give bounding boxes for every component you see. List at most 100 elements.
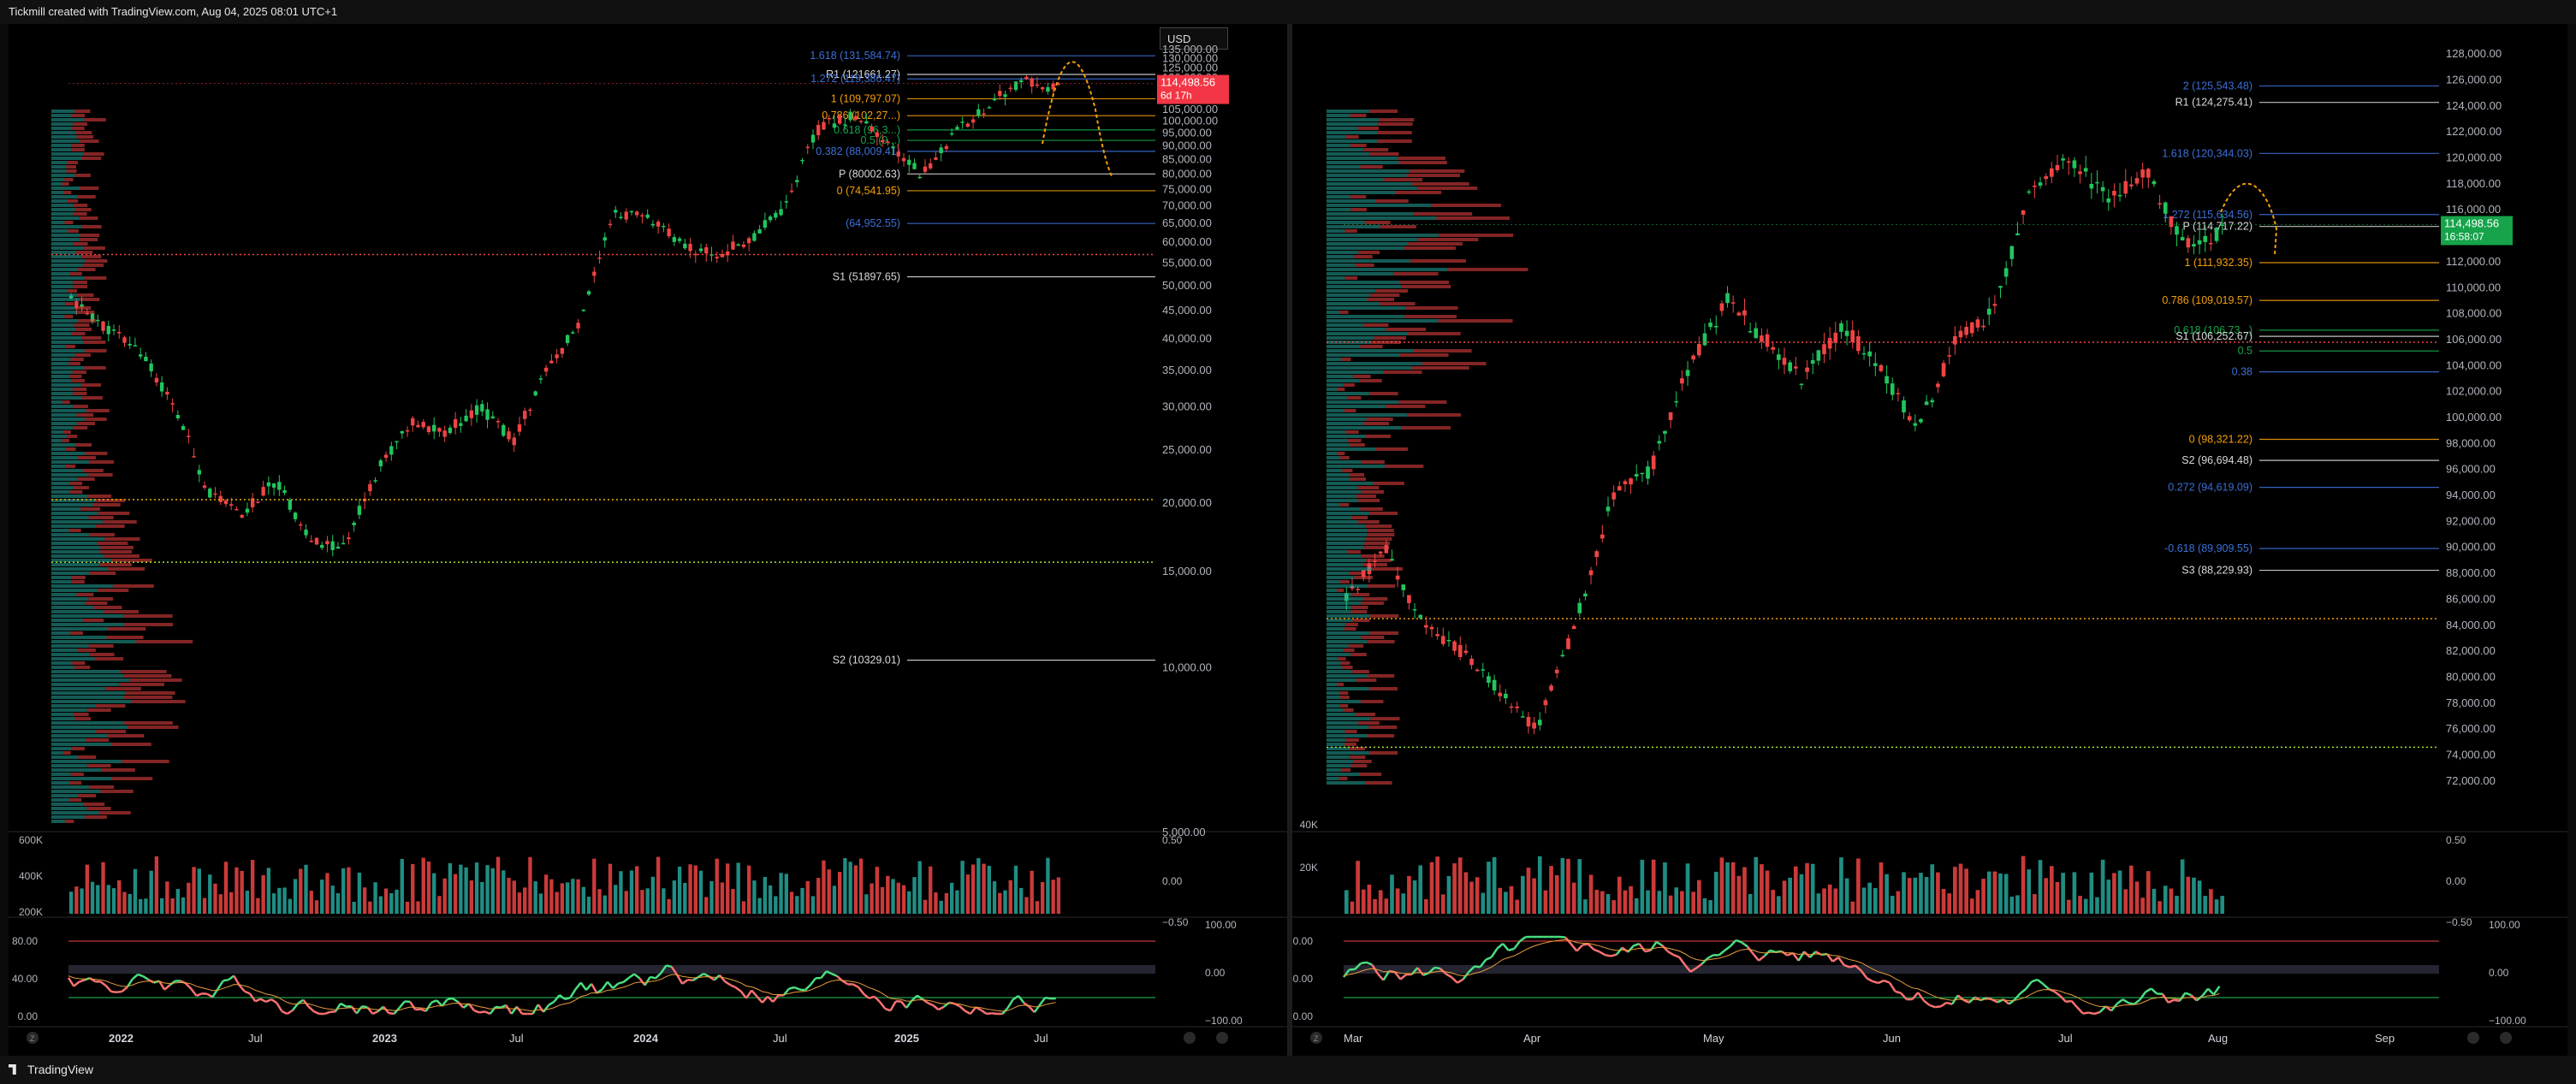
volume-profile-bar [1344, 627, 1356, 631]
rsi-line [1354, 963, 1362, 970]
candle-body [2163, 202, 2168, 214]
candle-body [1475, 669, 1480, 672]
volume-profile-bar [74, 486, 89, 489]
volume-profile-bar [76, 135, 94, 139]
rsi-line [2098, 1005, 2107, 1013]
candle-body [192, 456, 196, 458]
currency-selector[interactable]: USD [1160, 27, 1228, 50]
volume-profile-bar [1327, 563, 1363, 566]
volume-profile-bar [51, 148, 72, 151]
price-axis-label: 40,000.00 [1162, 332, 1212, 345]
volume-profile-bar [1327, 456, 1341, 459]
rsi-line [2014, 992, 2021, 1001]
volume-bar [1040, 881, 1045, 914]
candle-body [1873, 363, 1878, 366]
volume-bar [614, 885, 618, 914]
level-label: 0.272 (94,619.09) [2168, 482, 2253, 494]
right-chart-panel[interactable]: 128,000.00 126,000.00 124,000.00 122,000.00… [1292, 24, 2567, 1056]
candle-body [1617, 486, 1622, 491]
volume-profile-bar [67, 289, 78, 293]
price-axis-label: 50,000.00 [1162, 279, 1212, 292]
volume-bar [314, 900, 319, 914]
rsi-line [1349, 968, 1356, 971]
rsi-line [73, 980, 80, 987]
volume-profile-bar [79, 238, 98, 241]
volume-profile-bar [1327, 135, 1346, 139]
volume-bar [565, 882, 570, 914]
candle-body [1487, 676, 1491, 684]
volume-profile-bar [1327, 482, 1374, 485]
rsi-line [462, 1003, 470, 1009]
volume-bar [181, 897, 186, 914]
candle-body [543, 367, 549, 372]
volume-profile-bar [1327, 597, 1363, 601]
price-axis-label: 84,000.00 [2446, 619, 2496, 631]
volume-bar [335, 893, 341, 914]
volume-profile-bar [1339, 691, 1349, 695]
volume-profile-bar [1327, 396, 1348, 400]
candle-body [838, 115, 842, 124]
rsi-line [799, 988, 805, 992]
volume-bar [1685, 863, 1690, 914]
volume-bar [1475, 877, 1480, 914]
volume-bar [2021, 856, 2026, 914]
axis-button [1216, 1032, 1228, 1044]
volume-profile-bar [62, 751, 71, 755]
volume-profile-bar [51, 225, 82, 228]
rsi-line [265, 998, 272, 1004]
rsi-right-axis-label: 100.00 [2489, 919, 2520, 931]
volume-profile-bar [1327, 238, 1418, 241]
rsi-line [409, 1001, 417, 1010]
volume-profile-bar [1407, 413, 1462, 417]
volume-bar [502, 870, 506, 914]
volume-profile-bar [51, 118, 85, 121]
volume-profile-bar [51, 589, 98, 592]
volume-profile-bar [72, 370, 86, 374]
volume-bar [68, 891, 74, 914]
volume-profile-bar [1354, 576, 1373, 579]
volume-profile-bar [51, 281, 74, 284]
volume-profile-bar [71, 127, 85, 130]
rsi-line [1843, 963, 1850, 968]
rsi-line [1564, 936, 1572, 945]
rsi-line [2207, 987, 2215, 996]
volume-profile-bar [1327, 764, 1351, 767]
candle-body [2220, 224, 2225, 227]
volume-profile-bar [51, 430, 63, 434]
volume-bar [853, 865, 858, 914]
volume-profile-bar [1327, 426, 1401, 429]
rsi-line [1683, 963, 1692, 973]
left-chart-panel[interactable]: USD 135,000.00130,000.00125,000.00120,00… [9, 24, 1287, 1056]
volume-profile-bar [51, 302, 65, 305]
volume-bar [352, 902, 356, 914]
volume-profile-bar [51, 315, 65, 318]
volume-profile-bar [1327, 422, 1364, 425]
volume-profile-bar [65, 465, 76, 468]
axis-button [27, 1032, 39, 1044]
volume-profile-bar [69, 482, 83, 485]
candle-body [469, 410, 474, 418]
candle-body [1008, 87, 1012, 90]
volume-bar [2033, 894, 2037, 914]
volume-bar [223, 862, 229, 914]
candle-body [240, 514, 244, 518]
candle-body [650, 223, 656, 226]
volume-profile-bar [78, 195, 96, 198]
pane-divider[interactable] [1287, 24, 1292, 1056]
candle-body [1543, 700, 1548, 706]
left-chart-canvas[interactable]: 135,000.00130,000.00125,000.00120,000.00… [9, 24, 1287, 1056]
rsi-line [1917, 992, 1925, 1002]
rsi-line [1797, 951, 1806, 962]
candle-body [779, 209, 783, 216]
volume-bar [2146, 871, 2151, 914]
volume-profile-bar [51, 563, 100, 566]
volume-profile-bar [71, 576, 86, 579]
rsi-line [1012, 994, 1019, 1001]
right-chart-canvas[interactable]: 128,000.00126,000.00124,000.00122,000.00… [1292, 24, 2567, 1056]
tradingview-logo[interactable]: TradingView [9, 1063, 93, 1076]
candle-body [528, 409, 532, 412]
candle-body [858, 121, 864, 122]
rsi-line [1496, 942, 1504, 950]
volume-profile-bar [1399, 281, 1449, 284]
volume-bar [1457, 857, 1463, 914]
